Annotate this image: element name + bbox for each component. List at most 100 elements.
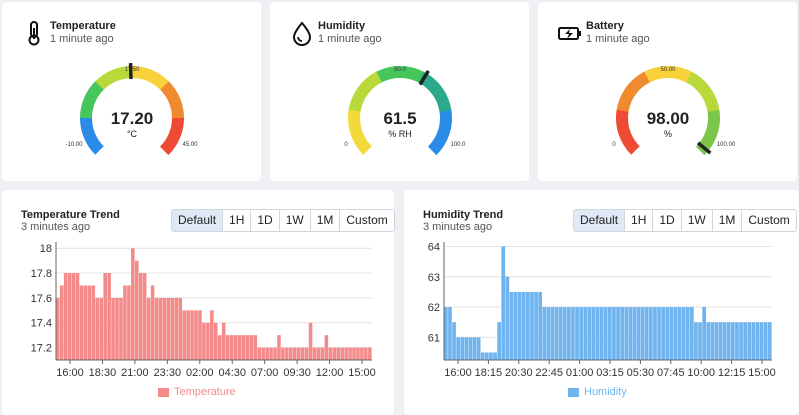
chart-bar[interactable] [468, 337, 473, 360]
chart-bar[interactable] [285, 347, 289, 360]
range-1d-button[interactable]: 1D [251, 210, 280, 231]
chart-bar[interactable] [653, 307, 657, 360]
chart-bar[interactable] [480, 352, 485, 360]
chart-bar[interactable] [489, 352, 493, 360]
chart-bar[interactable] [640, 307, 645, 360]
chart-bar[interactable] [340, 347, 344, 360]
chart-bar[interactable] [127, 285, 131, 360]
chart-bar[interactable] [726, 322, 731, 360]
chart-bar[interactable] [509, 291, 514, 360]
chart-bar[interactable] [567, 307, 571, 360]
chart-bar[interactable] [530, 291, 534, 360]
chart-bar[interactable] [677, 307, 682, 360]
chart-bar[interactable] [296, 347, 301, 360]
chart-bar[interactable] [636, 307, 641, 360]
chart-bar[interactable] [162, 297, 167, 360]
chart-bar[interactable] [681, 307, 686, 360]
chart-bar[interactable] [587, 307, 592, 360]
chart-bar[interactable] [661, 307, 665, 360]
chart-bar[interactable] [198, 310, 202, 360]
chart-bar[interactable] [190, 310, 194, 360]
chart-bar[interactable] [702, 307, 706, 360]
chart-bar[interactable] [620, 307, 624, 360]
chart-bar[interactable] [312, 347, 317, 360]
chart-bar[interactable] [249, 335, 254, 360]
chart-bar[interactable] [237, 335, 242, 360]
chart-bar[interactable] [320, 347, 325, 360]
range-1h-button[interactable]: 1H [223, 210, 252, 231]
chart-bar[interactable] [698, 322, 702, 360]
chart-bar[interactable] [665, 307, 670, 360]
chart-bar[interactable] [368, 347, 372, 360]
range-1m-button[interactable]: 1M [310, 210, 341, 231]
chart-bar[interactable] [316, 347, 321, 360]
chart-bar[interactable] [135, 260, 139, 360]
chart-bar[interactable] [579, 307, 583, 360]
chart-bar[interactable] [624, 307, 629, 360]
chart-bar[interactable] [603, 307, 608, 360]
chart-bar[interactable] [138, 273, 143, 360]
chart-bar[interactable] [456, 337, 460, 360]
chart-bar[interactable] [56, 297, 60, 360]
chart-bar[interactable] [538, 291, 542, 360]
chart-legend[interactable]: Humidity [568, 386, 627, 398]
chart-bar[interactable] [273, 347, 277, 360]
chart-bar[interactable] [714, 322, 719, 360]
chart-bar[interactable] [202, 322, 206, 360]
chart-bar[interactable] [718, 322, 723, 360]
chart-bar[interactable] [83, 285, 88, 360]
chart-bar[interactable] [542, 307, 547, 360]
chart-bar[interactable] [158, 297, 163, 360]
chart-bar[interactable] [493, 352, 497, 360]
chart-bar[interactable] [71, 273, 76, 360]
chart-bar[interactable] [221, 322, 226, 360]
chart-bar[interactable] [501, 246, 506, 360]
chart-bar[interactable] [583, 307, 588, 360]
chart-bar[interactable] [526, 291, 530, 360]
chart-bar[interactable] [182, 310, 186, 360]
chart-bar[interactable] [497, 322, 501, 360]
chart-bar[interactable] [194, 310, 198, 360]
range-1d-button[interactable]: 1D [653, 210, 682, 231]
chart-bar[interactable] [694, 322, 698, 360]
chart-bar[interactable] [131, 248, 135, 360]
chart-bar[interactable] [154, 297, 159, 360]
chart-bar[interactable] [558, 307, 563, 360]
chart-bar[interactable] [575, 307, 579, 360]
chart-bar[interactable] [75, 273, 80, 360]
chart-bar[interactable] [521, 291, 526, 360]
chart-bar[interactable] [505, 276, 510, 360]
chart-bar[interactable] [245, 335, 250, 360]
range-1h-button[interactable]: 1H [625, 210, 654, 231]
range-1m-button[interactable]: 1M [712, 210, 743, 231]
chart-bar[interactable] [554, 307, 559, 360]
chart-bar[interactable] [150, 285, 155, 360]
chart-bar[interactable] [599, 307, 604, 360]
chart-bar[interactable] [261, 347, 265, 360]
chart-bar[interactable] [472, 337, 477, 360]
chart-bar[interactable] [214, 322, 218, 360]
chart-bar[interactable] [747, 322, 752, 360]
chart-bar[interactable] [63, 273, 68, 360]
range-1w-button[interactable]: 1W [279, 210, 311, 231]
chart-bar[interactable] [99, 297, 103, 360]
chart-bar[interactable] [111, 297, 115, 360]
chart-bar[interactable] [755, 322, 760, 360]
chart-bar[interactable] [460, 337, 465, 360]
chart-bar[interactable] [257, 347, 261, 360]
chart-bar[interactable] [265, 347, 269, 360]
chart-bar[interactable] [233, 335, 238, 360]
chart-bar[interactable] [289, 347, 293, 360]
chart-bar[interactable] [186, 310, 190, 360]
chart-bar[interactable] [452, 322, 456, 360]
chart-bar[interactable] [225, 335, 230, 360]
chart-bar[interactable] [448, 307, 452, 360]
chart-bar[interactable] [115, 297, 119, 360]
chart-bar[interactable] [107, 273, 111, 360]
chart-bar[interactable] [348, 347, 352, 360]
chart-legend[interactable]: Temperature [158, 386, 236, 398]
chart-bar[interactable] [591, 307, 596, 360]
chart-bar[interactable] [739, 322, 743, 360]
range-custom-button[interactable]: Custom [742, 210, 796, 231]
chart-bar[interactable] [91, 285, 96, 360]
